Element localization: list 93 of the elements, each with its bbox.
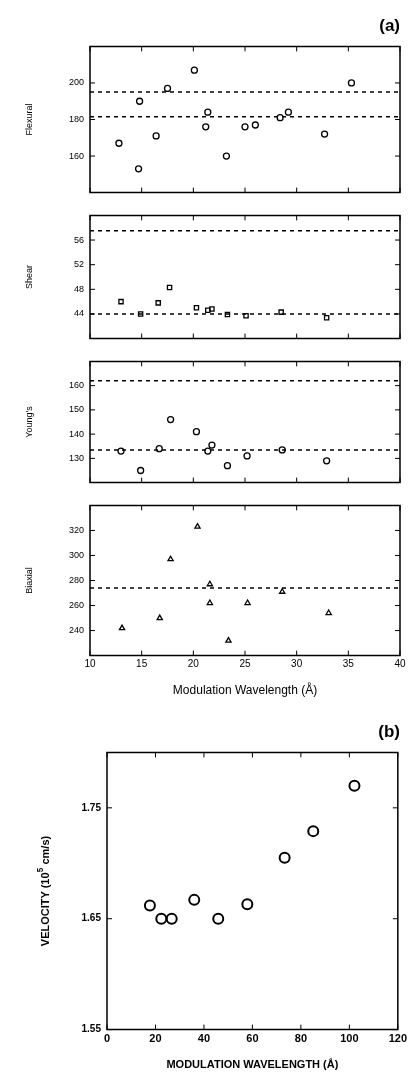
point bbox=[166, 415, 175, 424]
point bbox=[320, 130, 329, 138]
point bbox=[135, 97, 144, 105]
point bbox=[202, 123, 210, 131]
point bbox=[204, 108, 212, 116]
x-tick-label: 25 bbox=[239, 658, 251, 670]
point bbox=[278, 851, 291, 864]
y-tick-label: 48 bbox=[73, 283, 84, 294]
chart-title: (b) bbox=[378, 721, 400, 741]
x-tick-label: 35 bbox=[342, 658, 355, 670]
point bbox=[163, 84, 172, 93]
x-tick-label: 60 bbox=[246, 1032, 259, 1045]
point bbox=[347, 79, 356, 87]
point bbox=[348, 779, 361, 792]
y-tick-label: 44 bbox=[73, 308, 84, 319]
point bbox=[118, 624, 126, 631]
point bbox=[243, 452, 251, 460]
y-tick-label: 1.75 bbox=[81, 801, 102, 813]
y-tick-label: 260 bbox=[68, 600, 84, 611]
y-tick-label: 320 bbox=[68, 524, 84, 535]
point bbox=[325, 609, 332, 616]
point bbox=[244, 599, 251, 606]
point bbox=[276, 114, 284, 122]
x-tick-label: 20 bbox=[187, 658, 200, 670]
point bbox=[307, 825, 320, 838]
point bbox=[143, 899, 156, 912]
y-axis-title: Young's bbox=[24, 405, 35, 438]
point bbox=[212, 912, 225, 925]
point bbox=[204, 447, 212, 455]
y-tick-label: 180 bbox=[68, 113, 84, 124]
y-tick-label: 280 bbox=[68, 574, 84, 585]
x-tick-label: 40 bbox=[394, 658, 406, 670]
point bbox=[117, 447, 125, 455]
point bbox=[223, 461, 232, 470]
x-tick-label: 30 bbox=[291, 658, 303, 670]
x-tick-label: 100 bbox=[340, 1032, 359, 1045]
point bbox=[155, 445, 163, 453]
y-tick-label: 1.55 bbox=[81, 1023, 102, 1035]
point bbox=[205, 307, 211, 314]
point bbox=[190, 66, 199, 74]
point bbox=[188, 893, 201, 906]
point bbox=[209, 306, 215, 312]
point bbox=[155, 300, 161, 306]
y-tick-label: 140 bbox=[68, 428, 84, 439]
point bbox=[134, 165, 143, 173]
point bbox=[225, 636, 232, 643]
y-tick-label: 56 bbox=[73, 234, 84, 245]
x-tick-label: 15 bbox=[136, 658, 148, 670]
point bbox=[136, 466, 145, 475]
point bbox=[278, 309, 284, 315]
y-tick-label: 200 bbox=[68, 77, 84, 88]
x-tick-label: 40 bbox=[197, 1032, 211, 1045]
point bbox=[241, 898, 254, 911]
point bbox=[208, 441, 216, 449]
x-tick-label: 10 bbox=[84, 658, 96, 670]
y-tick-label: 130 bbox=[68, 452, 84, 463]
point bbox=[115, 139, 123, 147]
y-tick-label: 150 bbox=[68, 404, 84, 415]
y-tick-label: 52 bbox=[73, 259, 84, 270]
point bbox=[167, 555, 174, 562]
y-tick-label: 160 bbox=[68, 150, 84, 161]
point bbox=[156, 614, 163, 621]
point bbox=[165, 912, 178, 925]
y-axis-title: Flexural bbox=[24, 103, 35, 136]
y-axis-title: VELOCITY (105 cm/s) bbox=[36, 835, 52, 947]
y-tick-label: 240 bbox=[68, 625, 84, 636]
x-tick-label: 20 bbox=[149, 1032, 162, 1045]
y-tick-label: 160 bbox=[68, 380, 84, 391]
point bbox=[278, 588, 286, 594]
x-tick-label: 0 bbox=[103, 1032, 111, 1045]
point bbox=[278, 446, 286, 454]
x-tick-label: 80 bbox=[294, 1032, 308, 1045]
y-tick-label: 300 bbox=[68, 549, 84, 560]
point bbox=[155, 912, 168, 925]
x-axis-title: Modulation Wavelength (Å) bbox=[172, 682, 318, 698]
point bbox=[194, 523, 201, 529]
point bbox=[243, 313, 249, 319]
point bbox=[241, 123, 249, 131]
y-axis-title: Biaxial bbox=[24, 567, 35, 594]
point bbox=[206, 599, 214, 606]
point bbox=[118, 298, 124, 305]
point bbox=[193, 305, 200, 311]
x-tick-label: 120 bbox=[388, 1032, 407, 1045]
point bbox=[322, 457, 331, 465]
point bbox=[152, 132, 160, 140]
y-axis-title: Shear bbox=[24, 264, 35, 290]
chart-title: (a) bbox=[379, 15, 400, 35]
point bbox=[192, 428, 201, 436]
point bbox=[284, 108, 293, 116]
point bbox=[222, 152, 231, 160]
point bbox=[251, 121, 259, 129]
x-axis-title: MODULATION WAVELENGTH (Å) bbox=[166, 1058, 339, 1071]
y-tick-label: 1.65 bbox=[81, 912, 102, 924]
